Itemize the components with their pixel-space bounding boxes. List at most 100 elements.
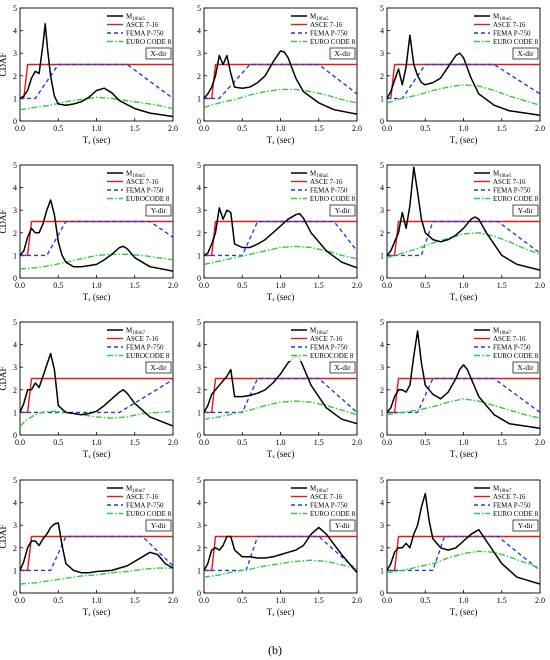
y-tick-label: 2 xyxy=(380,544,384,553)
direction-box xyxy=(512,361,539,374)
y-tick-label: 2 xyxy=(197,229,201,238)
y-tick-label: 4 xyxy=(380,184,384,193)
series-line-euro xyxy=(20,253,173,270)
x-axis-label: Tₓ (sec) xyxy=(267,135,295,145)
series-line-euro xyxy=(204,400,357,420)
legend-label: FEMA P-750 xyxy=(310,30,348,38)
legend-label: ASCE 7-16 xyxy=(126,178,159,186)
x-tick-label: 2.0 xyxy=(535,596,545,605)
y-tick-label: 0 xyxy=(13,589,17,598)
x-axis-label: Tₓ (sec) xyxy=(267,607,295,617)
series-line-asce xyxy=(20,535,173,572)
y-tick-label: 1 xyxy=(380,251,384,260)
y-tick-label: 1 xyxy=(13,251,17,260)
y-tick-label: 1 xyxy=(13,408,17,417)
x-tick-label: 2.0 xyxy=(352,124,362,133)
y-tick-label: 3 xyxy=(13,49,17,58)
x-tick-label: 1.5 xyxy=(497,124,507,133)
series-line-asce xyxy=(387,63,540,100)
legend-label: M10lm7 xyxy=(126,485,146,495)
series-line-fema xyxy=(387,377,540,414)
y-tick-label: 3 xyxy=(380,49,384,58)
y-tick-label: 5 xyxy=(13,4,17,13)
legend-label: FEMA P-750 xyxy=(310,344,348,352)
legend-label: M10ha5 xyxy=(310,170,329,180)
y-tick-label: 4 xyxy=(197,341,201,350)
y-axis-label: CDAF xyxy=(0,52,8,76)
series-line-asce xyxy=(20,63,173,100)
y-tick-label: 3 xyxy=(13,363,17,372)
series-line-response xyxy=(20,352,173,427)
series-line-response xyxy=(204,207,357,269)
chart-panel-4: 0.0 0.5 1.0 1.5 2.0 0 1 2 3 4 5 Tₓ (sec) CDAF M10lm5A… xyxy=(0,161,178,302)
direction-box xyxy=(329,519,356,532)
chart-panel-12: 0.0 0.5 1.0 1.5 2.0 0 1 2 3 4 5 Tₓ (sec) M10be7ASCE … xyxy=(380,476,545,617)
y-tick-label: 3 xyxy=(197,49,201,58)
x-tick-label: 2.0 xyxy=(168,124,178,133)
y-tick-label: 3 xyxy=(380,521,384,530)
y-tick-label: 0 xyxy=(197,431,201,440)
direction-label: X-dir xyxy=(334,363,351,372)
direction-box xyxy=(329,204,356,217)
x-tick-label: 2.0 xyxy=(168,438,178,447)
y-tick-label: 3 xyxy=(380,206,384,215)
legend-label: EURO CODE 8 xyxy=(310,510,356,518)
legend-label: M10ha7 xyxy=(310,327,329,337)
y-tick-label: 0 xyxy=(13,431,17,440)
y-tick-label: 5 xyxy=(197,161,201,170)
y-tick-label: 4 xyxy=(197,27,201,36)
x-axis-label: Tₓ (sec) xyxy=(267,449,295,459)
y-tick-label: 1 xyxy=(13,94,17,103)
y-tick-label: 2 xyxy=(197,544,201,553)
series-line-fema xyxy=(20,379,173,414)
y-tick-label: 5 xyxy=(13,161,17,170)
x-axis-label: Tₓ (sec) xyxy=(450,292,478,302)
y-tick-label: 4 xyxy=(13,499,17,508)
x-tick-label: 0.5 xyxy=(420,281,430,290)
x-tick-label: 0.0 xyxy=(15,596,25,605)
series-line-fema xyxy=(387,63,540,100)
y-tick-label: 5 xyxy=(13,476,17,485)
x-tick-label: 1.5 xyxy=(314,596,324,605)
legend-label: FEMA P-750 xyxy=(126,344,164,352)
x-tick-label: 1.0 xyxy=(459,124,469,133)
y-tick-label: 3 xyxy=(197,363,201,372)
series-line-euro xyxy=(387,398,540,419)
series-line-euro xyxy=(204,88,357,109)
y-tick-label: 3 xyxy=(13,521,17,530)
x-tick-label: 0.0 xyxy=(15,281,25,290)
x-tick-label: 0.5 xyxy=(53,124,63,133)
direction-label: Y-dir xyxy=(151,206,167,215)
direction-label: X-dir xyxy=(150,363,167,372)
series-line-euro xyxy=(20,96,173,111)
x-axis-label: Tₓ (sec) xyxy=(83,135,111,145)
direction-box xyxy=(145,204,172,217)
series-line-response xyxy=(20,522,173,574)
legend-label: ASCE 7-16 xyxy=(310,21,343,29)
legend-label: EURO CODE 8 xyxy=(493,195,539,203)
legend-label: EURO CODE 8 xyxy=(493,510,539,518)
legend-label: ASCE 7-16 xyxy=(126,493,159,501)
x-tick-label: 0.0 xyxy=(15,438,25,447)
legend-label: EUROCODE 8 xyxy=(126,352,170,360)
legend-label: M10be5 xyxy=(493,170,512,180)
x-tick-label: 0.5 xyxy=(53,438,63,447)
series-line-asce xyxy=(204,377,357,414)
y-tick-label: 0 xyxy=(197,117,201,126)
x-tick-label: 0.5 xyxy=(237,124,247,133)
x-tick-label: 2.0 xyxy=(535,124,545,133)
legend-label-subscript: 10be7 xyxy=(499,331,512,336)
y-tick-label: 4 xyxy=(380,27,384,36)
x-tick-label: 1.5 xyxy=(130,281,140,290)
legend-label-subscript: 10be5 xyxy=(499,17,512,22)
x-tick-label: 0.0 xyxy=(382,596,392,605)
x-tick-label: 1.0 xyxy=(276,281,286,290)
figure-label: (b) xyxy=(268,643,282,657)
y-tick-label: 2 xyxy=(13,229,17,238)
y-tick-label: 2 xyxy=(13,386,17,395)
x-tick-label: 1.0 xyxy=(276,596,286,605)
